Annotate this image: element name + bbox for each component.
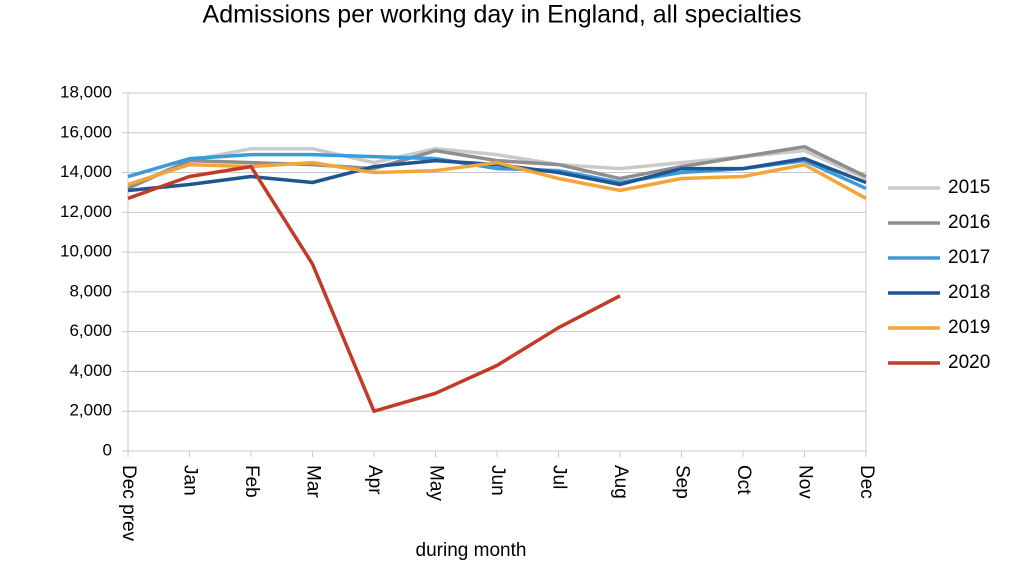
- x-tick-label: Dec: [856, 465, 877, 499]
- y-tick-label: 16,000: [60, 122, 112, 141]
- x-axis-title: during month: [416, 540, 527, 561]
- y-tick-label: 6,000: [69, 321, 112, 340]
- line-series: [127, 144, 867, 191]
- y-tick-label: 2,000: [69, 401, 112, 420]
- y-tick-label: 18,000: [60, 82, 112, 101]
- legend-label: 2017: [948, 247, 990, 268]
- line-series: [127, 164, 621, 413]
- line-series: [127, 156, 867, 193]
- legend-label: 2019: [948, 317, 990, 338]
- y-tick-label: 0: [103, 440, 112, 459]
- legend-label: 2015: [948, 177, 990, 198]
- x-tick-label: Oct: [733, 465, 754, 495]
- x-tick-label: May: [425, 465, 446, 501]
- y-tick-label: 4,000: [69, 361, 112, 380]
- legend-label: 2018: [948, 282, 990, 303]
- x-tick-label: Dec prev: [118, 465, 139, 542]
- y-tick-label: 12,000: [60, 202, 112, 221]
- y-tick-label: 14,000: [60, 162, 112, 181]
- x-tick-label: Jan: [179, 465, 200, 496]
- x-tick-label: Feb: [241, 465, 262, 498]
- x-tick-label: Jun: [487, 465, 508, 496]
- x-tick-label: Nov: [794, 465, 815, 499]
- y-tick-label: 8,000: [69, 281, 112, 300]
- x-tick-label: Jul: [548, 465, 569, 489]
- chart-title: Admissions per working day in England, a…: [203, 1, 802, 29]
- y-tick-label: 10,000: [60, 242, 112, 261]
- x-tick-label: Apr: [364, 465, 385, 495]
- legend-label: 2016: [948, 212, 990, 233]
- legend-label: 2020: [948, 352, 990, 373]
- x-tick-label: Aug: [610, 465, 631, 499]
- x-tick-label: Mar: [302, 465, 323, 498]
- x-tick-label: Sep: [671, 465, 692, 499]
